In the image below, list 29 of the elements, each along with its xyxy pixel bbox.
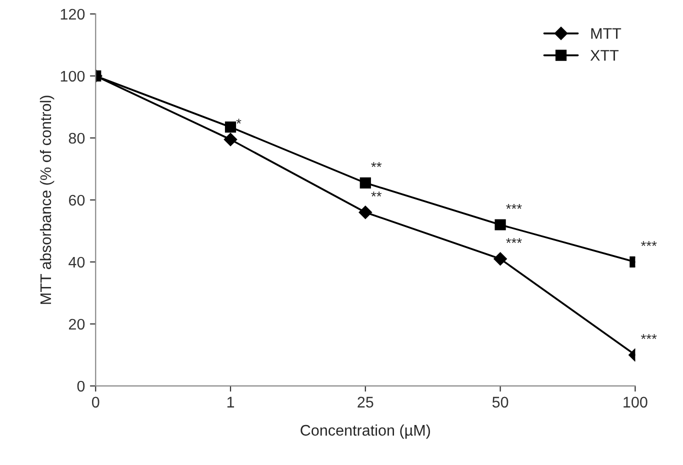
- point: [494, 252, 507, 266]
- y-tick-label: 100: [60, 70, 85, 82]
- point: [358, 206, 372, 219]
- x-tick-label: 50: [492, 396, 508, 408]
- x-tick-label: 1: [227, 396, 234, 408]
- point: [224, 122, 236, 133]
- y-tick-label: 0: [77, 380, 85, 392]
- legend-label: XTT: [590, 50, 619, 61]
- x-tick-label: 100: [624, 396, 648, 408]
- annotation: **: [371, 192, 382, 196]
- point: [360, 177, 371, 188]
- point: [224, 132, 238, 146]
- y-axis-title: MTT absorbance (% of control): [40, 96, 54, 304]
- annotation: ***: [640, 241, 657, 246]
- x-tick-label: 25: [358, 396, 374, 408]
- y-tick-label: 80: [68, 132, 85, 144]
- annotation: *: [236, 118, 242, 124]
- y-tick-label: 40: [68, 256, 85, 268]
- x-tick-label: 0: [92, 396, 100, 408]
- point: [494, 219, 506, 230]
- y-tick-label: 20: [68, 318, 85, 330]
- annotation: ***: [506, 204, 522, 209]
- annotation: ***: [640, 334, 657, 340]
- annotation: ***: [506, 238, 522, 243]
- x-axis-title: Concentration (µM): [300, 424, 430, 439]
- annotation: **: [371, 162, 382, 168]
- y-tick-label: 60: [68, 194, 85, 206]
- legend-label: MTT: [591, 28, 622, 39]
- y-tick-label: 120: [60, 8, 85, 20]
